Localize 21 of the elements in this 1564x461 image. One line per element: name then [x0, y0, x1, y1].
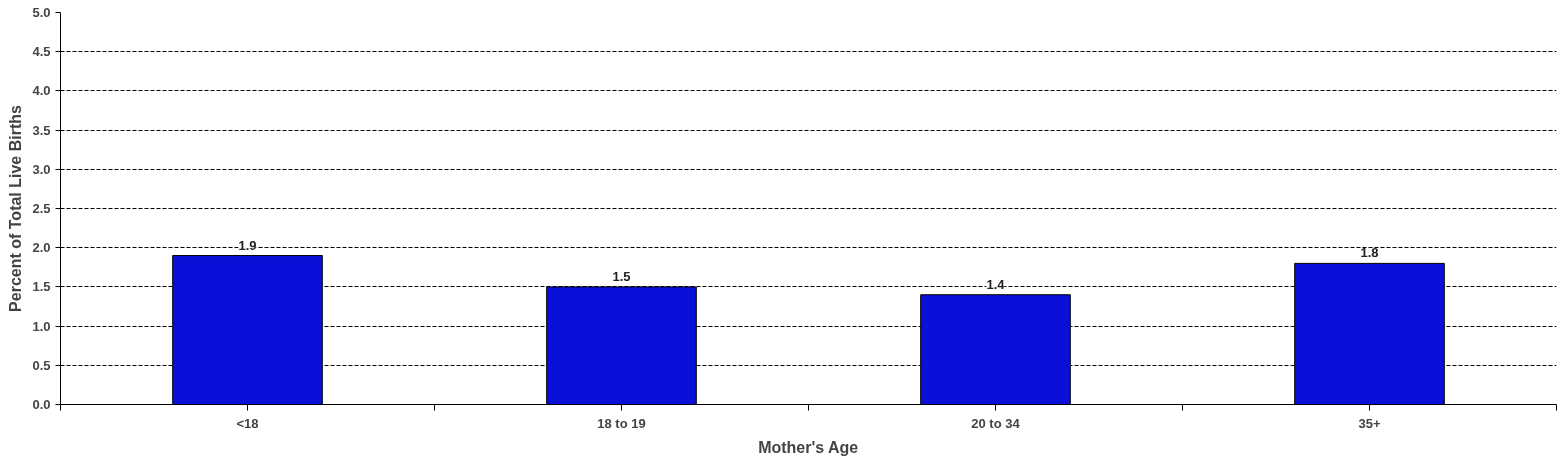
data-label: 1.4 [986, 276, 1006, 292]
y-tick-label: 2.0 [32, 240, 51, 256]
x-tick-label: 35+ [1358, 415, 1381, 431]
data-label: 1.5 [612, 268, 631, 284]
data-label: 1.8 [1360, 245, 1379, 261]
y-tick-label: 3.5 [32, 122, 51, 138]
y-tick-label: 4.5 [32, 44, 51, 60]
y-tick-label: 1.5 [32, 279, 51, 295]
x-axis-title: Mother's Age [758, 438, 859, 456]
x-tick-label: 18 to 19 [597, 415, 646, 431]
y-tick-label: 3.0 [32, 161, 51, 177]
y-tick-label: 5.0 [32, 5, 51, 20]
y-tick-label: 4.0 [32, 83, 51, 99]
y-tick-label: 0.0 [32, 397, 51, 412]
data-label: 1.9 [238, 237, 257, 253]
x-tick-label: 20 to 34 [971, 415, 1021, 431]
y-tick-label: 0.5 [32, 357, 51, 373]
y-axis-title: Percent of Total Live Births [7, 104, 25, 312]
y-tick-label: 1.0 [32, 318, 51, 334]
y-tick-label: 2.5 [32, 201, 51, 216]
x-tick-label: <18 [236, 415, 259, 431]
